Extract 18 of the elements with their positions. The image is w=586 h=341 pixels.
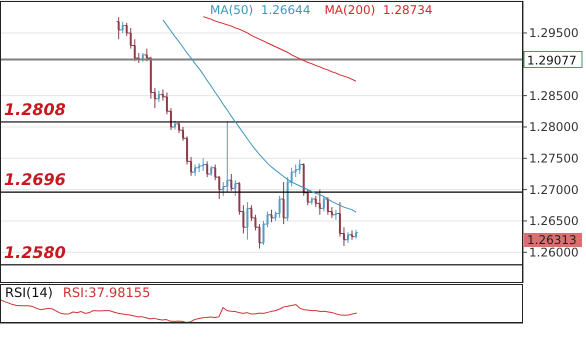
y-tick-label: 1.26500 — [529, 214, 579, 228]
y-tick-label: 1.29500 — [529, 26, 579, 40]
line-series — [202, 16, 357, 82]
text: 1.26313 — [524, 232, 582, 247]
ref-line-label: 1.2696 — [4, 170, 66, 190]
y-tick-label: 1.27000 — [529, 182, 579, 197]
text: MA(50) 1.26644 — [210, 3, 310, 17]
ref-line-label: 1.2808 — [4, 100, 66, 119]
chart-title: RSI(14) — [5, 286, 53, 301]
y-tick-label: 1.28000 — [529, 120, 579, 134]
ref-line-label: 1.29077 — [527, 53, 577, 68]
text: MA(200) 1.28734 — [324, 3, 433, 17]
y-tick-label: 1.28500 — [529, 88, 579, 103]
series-label: RSI:37.98155 — [62, 286, 150, 301]
y-tick-label: 1.27500 — [529, 152, 579, 166]
line-series — [162, 19, 357, 213]
ref-line-label: 1.2580 — [4, 242, 66, 262]
y-tick-label: 1.26000 — [529, 246, 579, 260]
